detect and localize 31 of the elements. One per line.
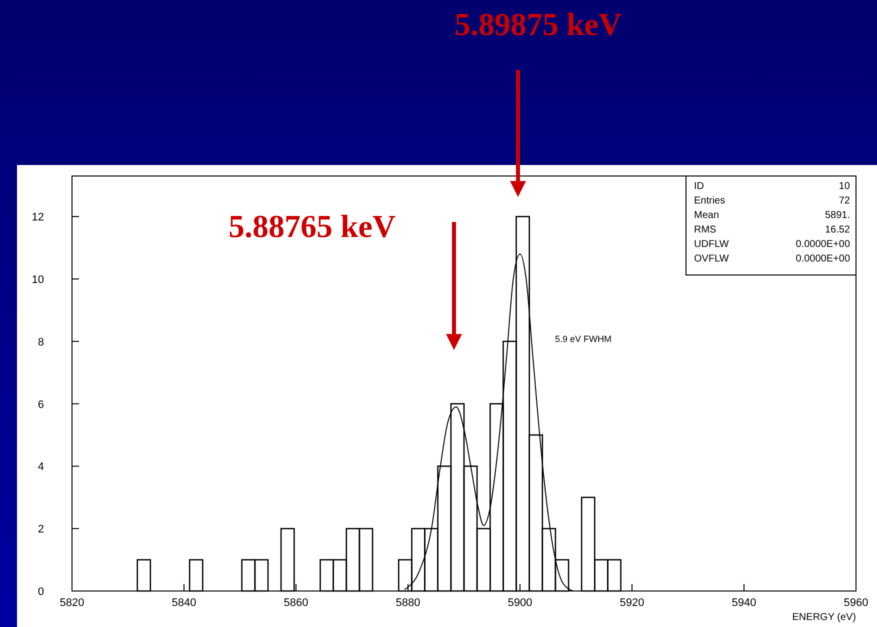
annotation: 10 [838, 181, 850, 192]
x-tick-label: 5880 [396, 597, 420, 609]
annotation: OVFLW [694, 254, 730, 264]
x-tick-label: 5940 [732, 597, 756, 609]
annotation: ID [694, 181, 704, 192]
annotation: RMS [694, 224, 717, 236]
y-tick-label: 10 [32, 274, 44, 286]
y-tick-label: 0 [38, 586, 44, 598]
x-tick-label: 5820 [60, 597, 84, 609]
y-tick-label: 2 [38, 524, 44, 536]
y-tick-label: 12 [32, 212, 44, 224]
x-tick-label: 5900 [508, 597, 532, 609]
x-axis-title: ENERGY (eV) [792, 612, 856, 623]
x-tick-label: 5860 [284, 597, 308, 609]
annotation: Mean [694, 210, 720, 221]
y-tick-label: 4 [38, 461, 44, 474]
x-tick-label: 5920 [620, 597, 644, 609]
y-tick-label: 6 [38, 398, 44, 411]
text: 5.89875 keV [454, 6, 622, 42]
annotation: 0.0000E+00 [796, 239, 850, 250]
x-tick-label: 5960 [844, 597, 868, 609]
annotation: Entries [694, 196, 726, 206]
annotation: UDFLW [694, 239, 730, 250]
annotation: 5891. [824, 210, 850, 221]
annotation: 16.52 [824, 224, 850, 236]
annotation: 5.88765 keV [228, 208, 396, 244]
y-tick-label: 8 [38, 336, 44, 348]
annotation: 5.9 eV FWHM [555, 334, 612, 344]
annotation: 0.0000E+00 [796, 254, 850, 264]
annotation: 72 [838, 196, 850, 206]
x-tick-label: 5840 [172, 597, 196, 609]
